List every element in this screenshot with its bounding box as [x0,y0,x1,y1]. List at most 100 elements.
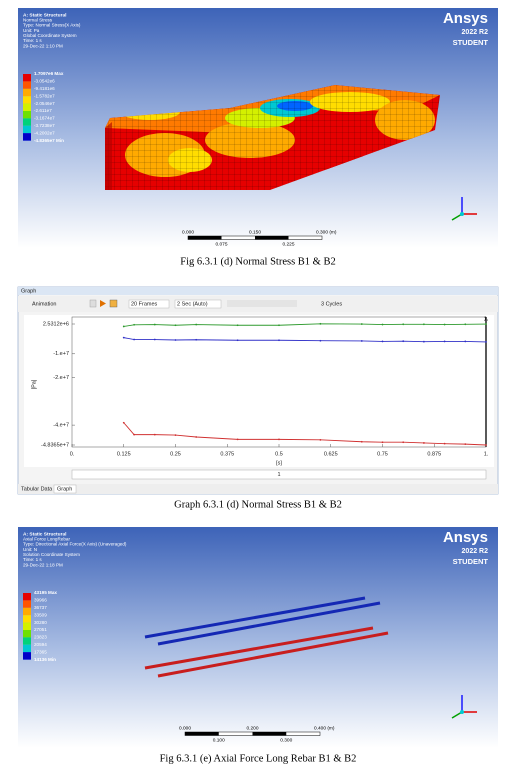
legend-label: 30280 [34,620,47,625]
x-axis-label: [s] [276,460,282,466]
time-slider[interactable] [71,469,487,480]
button[interactable] [89,299,97,308]
legend-swatch [23,652,31,660]
legend-swatch [23,96,31,104]
series-point [319,322,322,325]
scale-bar [184,731,321,736]
logo-brand: Ansys [443,529,488,546]
legend-label: -4.8365e7 Min [34,138,64,143]
series-point [278,339,280,342]
logo-edition: STUDENT [453,38,489,47]
series-point [236,339,239,342]
tab-label[interactable]: Graph [57,486,72,492]
toolbar-label: Animation [32,301,56,307]
tab-label[interactable]: Tabular Data [21,486,53,492]
window-title: Graph [21,288,36,294]
tab-active[interactable] [53,484,77,494]
series-point [423,323,425,326]
rebar-top [157,601,381,646]
header-line: Axial Force LongRebar [23,536,70,541]
rebar-top [144,596,366,639]
series-point [153,433,156,436]
series-point [443,323,446,326]
header-line: Global Coordinate System [23,33,77,38]
header-line: A: Static Structural [23,531,66,537]
caption: Graph 6.3.1 (d) Normal Stress B1 & B2 [174,499,342,510]
legend-swatch [23,615,31,623]
x-tick-label: 0. [70,451,75,457]
figure-2 [18,527,498,748]
speed-select[interactable] [174,299,222,309]
x-tick-label: 0.5 [275,451,283,457]
series-point [174,324,177,327]
caption: Fig 6.3.1 (d) Normal Stress B1 & B2 [180,256,335,267]
logo-brand: Ansys [443,10,488,27]
series-point [153,323,156,326]
header-line: Time: 1 s [23,557,42,562]
series-point [236,438,239,441]
scale-label: 0.225 [282,241,294,247]
scale-label: 0.200 [246,725,258,731]
series-point [195,338,198,341]
series-point [360,340,363,342]
series-point [402,323,405,326]
rebar-bottom [157,631,389,678]
legend-swatch [23,622,31,630]
legend-label: -9.4181e6 [34,86,55,91]
axis-triad [451,695,477,719]
play-button[interactable] [100,300,106,307]
series-point [278,324,280,327]
scale-label: 0.300 [280,737,292,743]
logo-version: 2022 R2 [462,548,489,555]
plot-area [71,316,487,448]
legend-label: -1.5782e7 [34,93,55,98]
y-tick-label: -1.e+7 [53,351,69,357]
scale-label: 0.075 [215,241,227,247]
x-tick-label: 0.875 [427,451,441,457]
legend-label: 1.7097e6 Max [34,71,64,76]
legend-label: -3.7238e7 [34,123,55,128]
series-point [122,336,125,339]
legend-swatch [23,103,31,111]
frames-select[interactable] [128,299,170,309]
series-point [195,436,198,438]
series-point [122,325,125,328]
viewport-background [18,527,498,748]
series-point [381,340,384,343]
series-point [443,340,446,343]
toolbar-select: 2 Sec (Auto) [177,301,208,307]
header-line: Solution Coordinate System [23,552,80,557]
series-point [381,323,384,326]
series-point [133,433,136,436]
series-point [464,443,467,446]
series-point [402,340,405,343]
stop-button[interactable] [109,299,118,308]
series-point [122,421,125,424]
header-line: Unit: N [23,547,37,552]
legend-label: 39966 [34,598,47,603]
series-point [195,323,198,326]
series-point [443,442,446,445]
series-point [236,324,239,327]
toolbar-icons[interactable] [227,300,297,307]
legend-label: 23823 [34,635,47,640]
legend-label: -4.2002e7 [34,130,55,135]
x-tick-label: 0.25 [170,451,181,457]
legend-swatch [23,593,31,601]
header-line: Type: Directional Axial Force(X Axis) (U… [23,542,127,547]
series-point [278,438,280,441]
series-point [423,442,425,444]
legend-label: 43195 Max [34,590,57,595]
legend-swatch [23,630,31,638]
header-line: A: Static Structural [23,12,66,18]
series-point [485,341,487,343]
legend-label: 17365 [34,649,47,654]
scale-label: 0.000 [179,725,191,731]
header-line: Normal Stress [23,17,53,22]
graph-window [17,286,499,495]
legend-swatch [23,125,31,134]
series-point [319,438,322,441]
series-point [153,338,156,341]
x-tick-label: 0.375 [220,451,234,457]
logo-edition: STUDENT [453,557,489,566]
